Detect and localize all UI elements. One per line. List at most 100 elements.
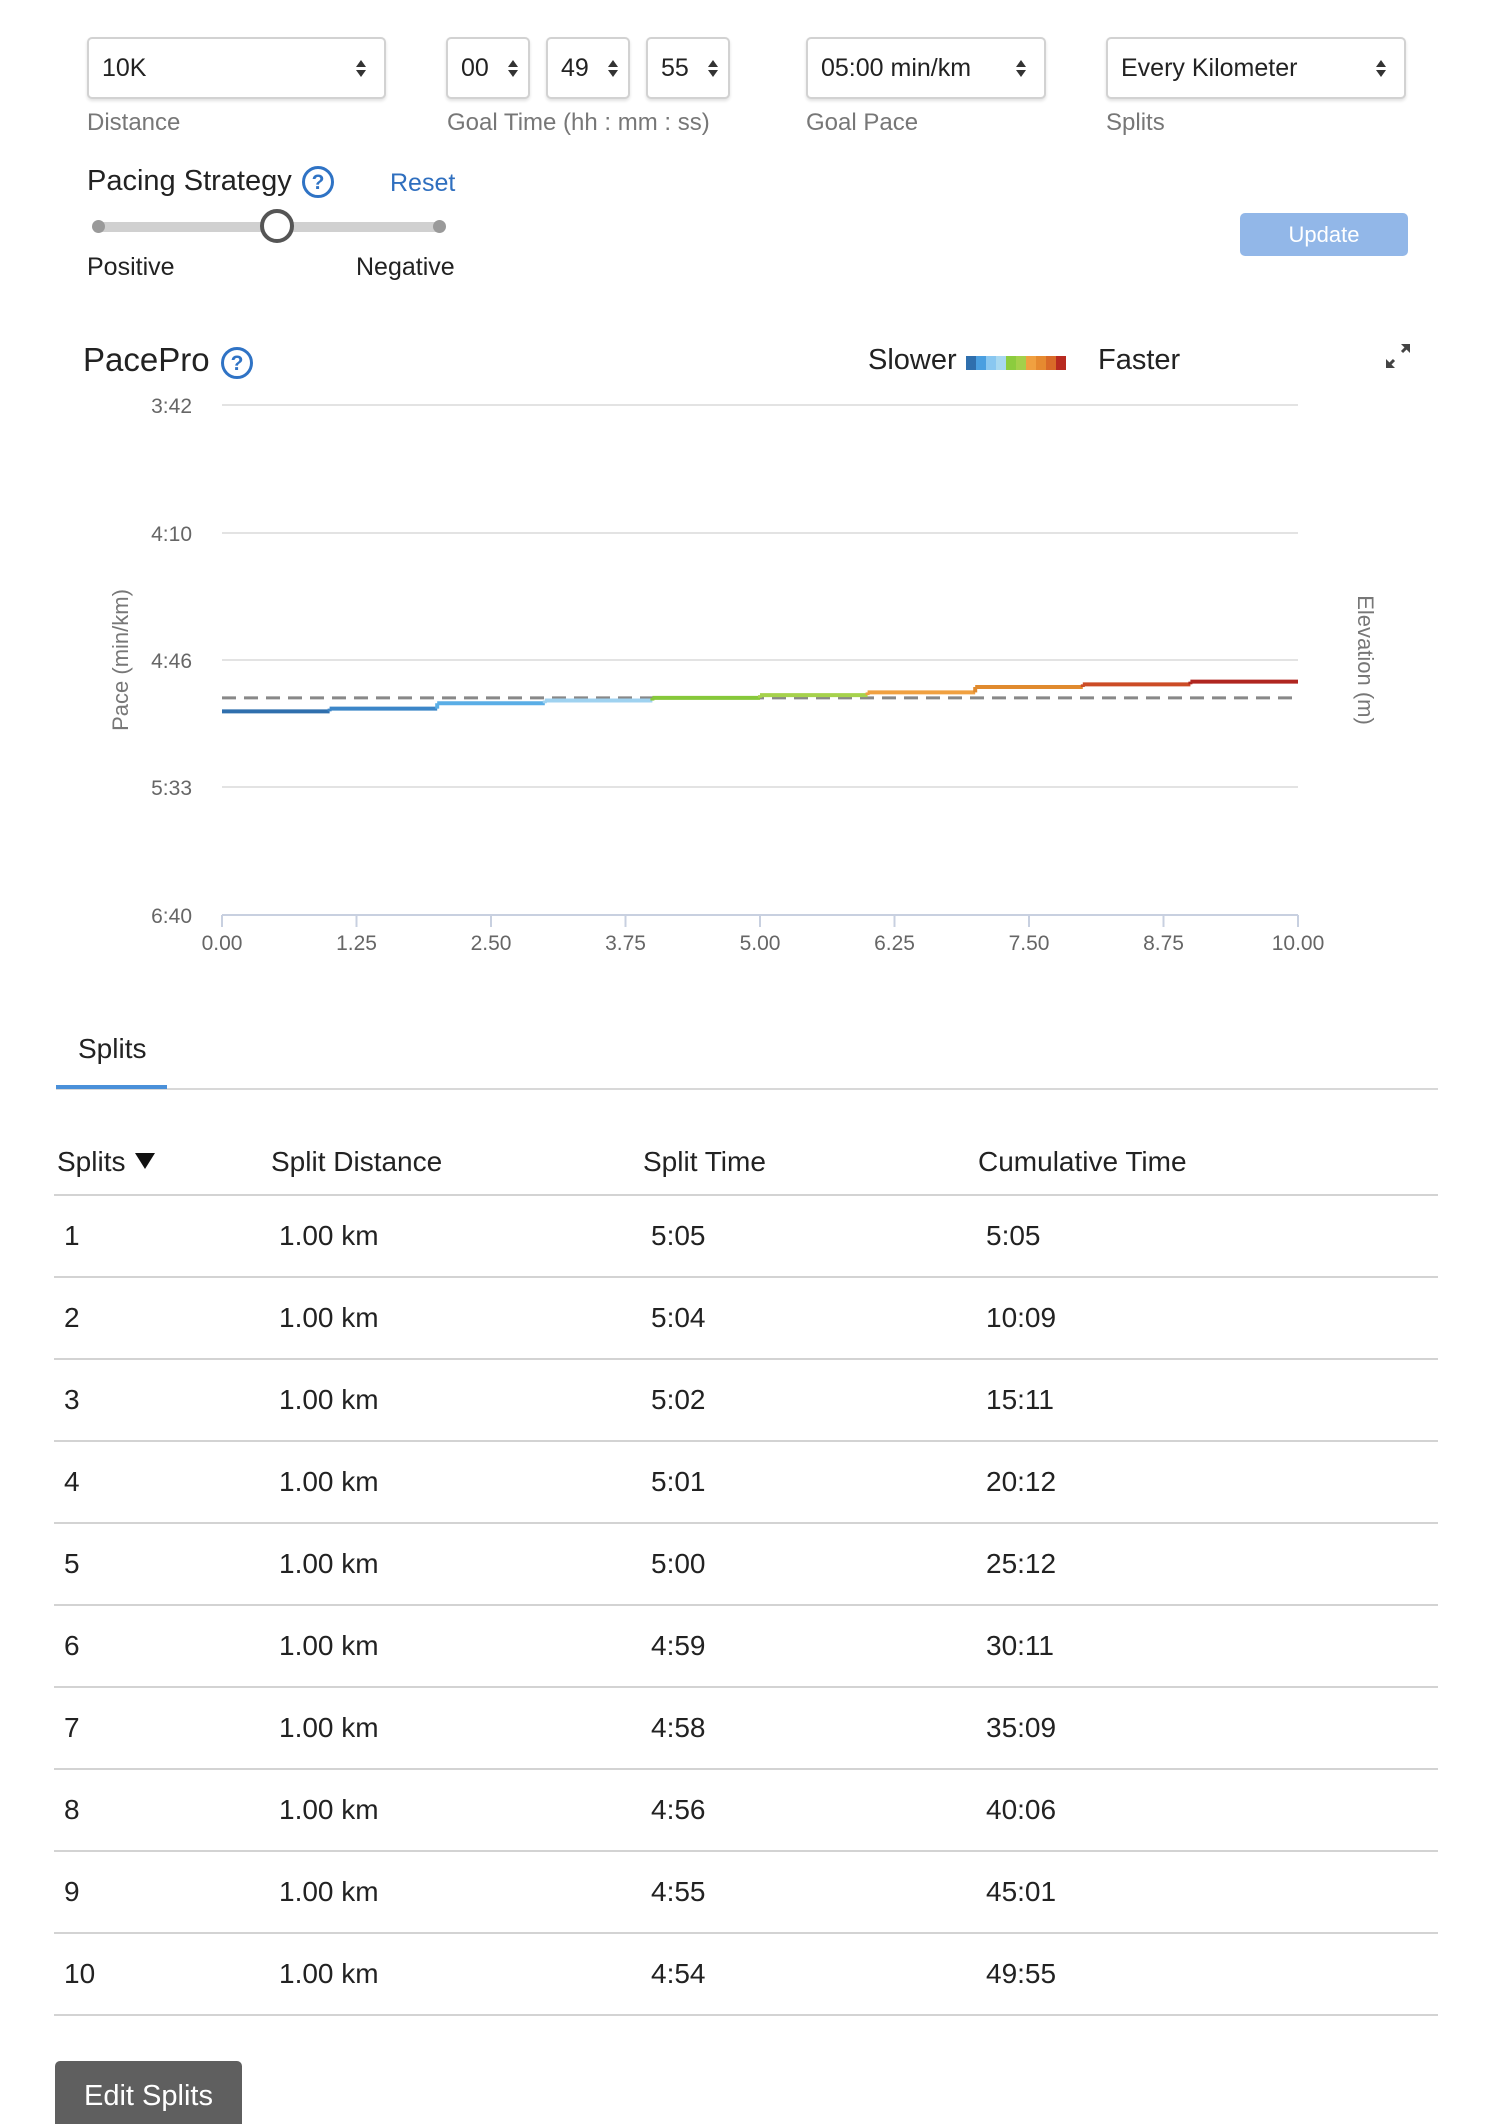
pacing-slider-handle[interactable] <box>260 209 294 243</box>
split-number-cell: 9 <box>64 1876 80 1907</box>
split-distance-cell: 1.00 km <box>279 1466 379 1497</box>
legend-color-swatch <box>1056 356 1066 370</box>
expand-icon[interactable] <box>1382 340 1414 372</box>
distance-select[interactable]: 10K <box>87 37 386 99</box>
y2-axis-label: Elevation (m) <box>1353 595 1378 725</box>
table-row: 1 1.00 km 5:05 5:05 <box>54 1196 1438 1278</box>
split-time-cell: 4:56 <box>651 1794 706 1825</box>
split-distance-cell: 1.00 km <box>279 1220 379 1251</box>
column-header-split-time: Split Time <box>643 1146 766 1177</box>
goal-time-label: Goal Time (hh : mm : ss) <box>447 109 710 136</box>
cumulative-time-cell: 35:09 <box>986 1712 1057 1743</box>
select-arrows-icon <box>604 59 622 77</box>
cumulative-time-cell: 49:55 <box>986 1958 1057 1989</box>
pacing-strategy-title: Pacing Strategy <box>87 165 292 197</box>
split-time-cell: 4:59 <box>651 1630 706 1661</box>
update-button[interactable]: Update <box>1240 213 1408 256</box>
y-tick-label: 4:46 <box>151 650 192 673</box>
goal-time-minutes-select[interactable]: 49 <box>546 37 630 99</box>
split-number-cell: 1 <box>64 1220 80 1251</box>
table-row: 2 1.00 km 5:04 10:09 <box>54 1278 1438 1360</box>
table-row: 8 1.00 km 4:56 40:06 <box>54 1770 1438 1852</box>
legend-color-swatch <box>966 356 976 370</box>
x-tick-label: 2.50 <box>471 932 512 955</box>
goal-pace-label: Goal Pace <box>806 109 919 136</box>
split-number-cell: 10 <box>64 1958 96 1989</box>
split-time-cell: 5:01 <box>651 1466 706 1497</box>
y-tick-label: 6:40 <box>151 905 192 928</box>
pacepro-title: PacePro <box>83 341 210 378</box>
cumulative-time-cell: 10:09 <box>986 1302 1057 1333</box>
split-number-cell: 4 <box>64 1466 80 1497</box>
goal-time-hours-select[interactable]: 00 <box>446 37 530 99</box>
legend-color-swatch <box>1006 356 1016 370</box>
edit-splits-button[interactable]: Edit Splits <box>55 2061 242 2124</box>
splits-value: Every Kilometer <box>1121 53 1298 82</box>
tab-active-indicator <box>56 1085 167 1089</box>
legend-color-swatch <box>996 356 1006 370</box>
x-tick-label: 1.25 <box>336 932 377 955</box>
split-distance-cell: 1.00 km <box>279 1630 379 1661</box>
pacepro-chart: 3:42 4:10 4:46 5:33 6:40 0.00 1.25 2.50 3.75 5.00… <box>108 395 1378 955</box>
question-circle-icon[interactable]: ? <box>302 166 334 198</box>
column-header-cumulative-time: Cumulative Time <box>978 1146 1187 1177</box>
select-arrows-icon <box>504 59 522 77</box>
slider-end-right <box>433 220 446 233</box>
y-tick-label: 4:10 <box>151 523 192 546</box>
goal-time-seconds-value: 55 <box>661 53 689 82</box>
column-header-split-distance: Split Distance <box>271 1146 443 1177</box>
goal-time-hours-value: 00 <box>461 53 489 82</box>
y-tick-label: 3:42 <box>151 395 192 418</box>
cumulative-time-cell: 25:12 <box>986 1548 1057 1579</box>
split-time-cell: 5:04 <box>651 1302 706 1333</box>
goal-time-minutes-value: 49 <box>561 53 589 82</box>
split-number-cell: 7 <box>64 1712 80 1743</box>
y-axis-label: Pace (min/km) <box>108 589 133 731</box>
question-circle-icon[interactable]: ? <box>221 347 253 379</box>
select-arrows-icon <box>704 59 722 77</box>
legend-slower-label: Slower <box>868 344 957 376</box>
cumulative-time-cell: 40:06 <box>986 1794 1057 1825</box>
legend-color-swatch <box>1026 356 1036 370</box>
goal-pace-select[interactable]: 05:00 min/km <box>806 37 1046 99</box>
reset-link[interactable]: Reset <box>390 169 456 197</box>
table-row: 7 1.00 km 4:58 35:09 <box>54 1688 1438 1770</box>
splits-select[interactable]: Every Kilometer <box>1106 37 1406 99</box>
x-tick-label: 3.75 <box>605 932 646 955</box>
table-row: 4 1.00 km 5:01 20:12 <box>54 1442 1438 1524</box>
table-header-divider <box>54 1194 1438 1196</box>
slider-label-negative: Negative <box>356 253 455 281</box>
column-header-splits[interactable]: Splits <box>57 1146 156 1178</box>
split-time-cell: 4:55 <box>651 1876 706 1907</box>
split-distance-cell: 1.00 km <box>279 1302 379 1333</box>
slider-label-positive: Positive <box>87 253 175 281</box>
distance-label: Distance <box>87 109 181 136</box>
split-number-cell: 8 <box>64 1794 80 1825</box>
goal-pace-value: 05:00 min/km <box>821 53 972 82</box>
split-distance-cell: 1.00 km <box>279 1876 379 1907</box>
split-distance-cell: 1.00 km <box>279 1712 379 1743</box>
split-time-cell: 5:05 <box>651 1220 706 1251</box>
pace-color-scale <box>966 356 1066 370</box>
table-row: 6 1.00 km 4:59 30:11 <box>54 1606 1438 1688</box>
x-tick-label: 8.75 <box>1143 932 1184 955</box>
table-row: 3 1.00 km 5:02 15:11 <box>54 1360 1438 1442</box>
split-distance-cell: 1.00 km <box>279 1794 379 1825</box>
tab-splits[interactable]: Splits <box>78 1033 147 1064</box>
goal-time-seconds-select[interactable]: 55 <box>646 37 730 99</box>
split-time-cell: 4:58 <box>651 1712 706 1743</box>
split-number-cell: 3 <box>64 1384 80 1415</box>
x-tick-label: 10.00 <box>1272 932 1325 955</box>
split-number-cell: 2 <box>64 1302 80 1333</box>
cumulative-time-cell: 45:01 <box>986 1876 1057 1907</box>
x-tick-label: 6.25 <box>874 932 915 955</box>
legend-faster-label: Faster <box>1098 344 1181 376</box>
select-arrows-icon <box>1366 59 1396 77</box>
legend-color-swatch <box>1036 356 1046 370</box>
legend-color-swatch <box>976 356 986 370</box>
split-time-cell: 5:02 <box>651 1384 706 1415</box>
x-tick-label: 7.50 <box>1009 932 1050 955</box>
sort-desc-icon <box>135 1153 156 1169</box>
split-time-cell: 4:54 <box>651 1958 706 1989</box>
cumulative-time-cell: 15:11 <box>986 1384 1054 1415</box>
